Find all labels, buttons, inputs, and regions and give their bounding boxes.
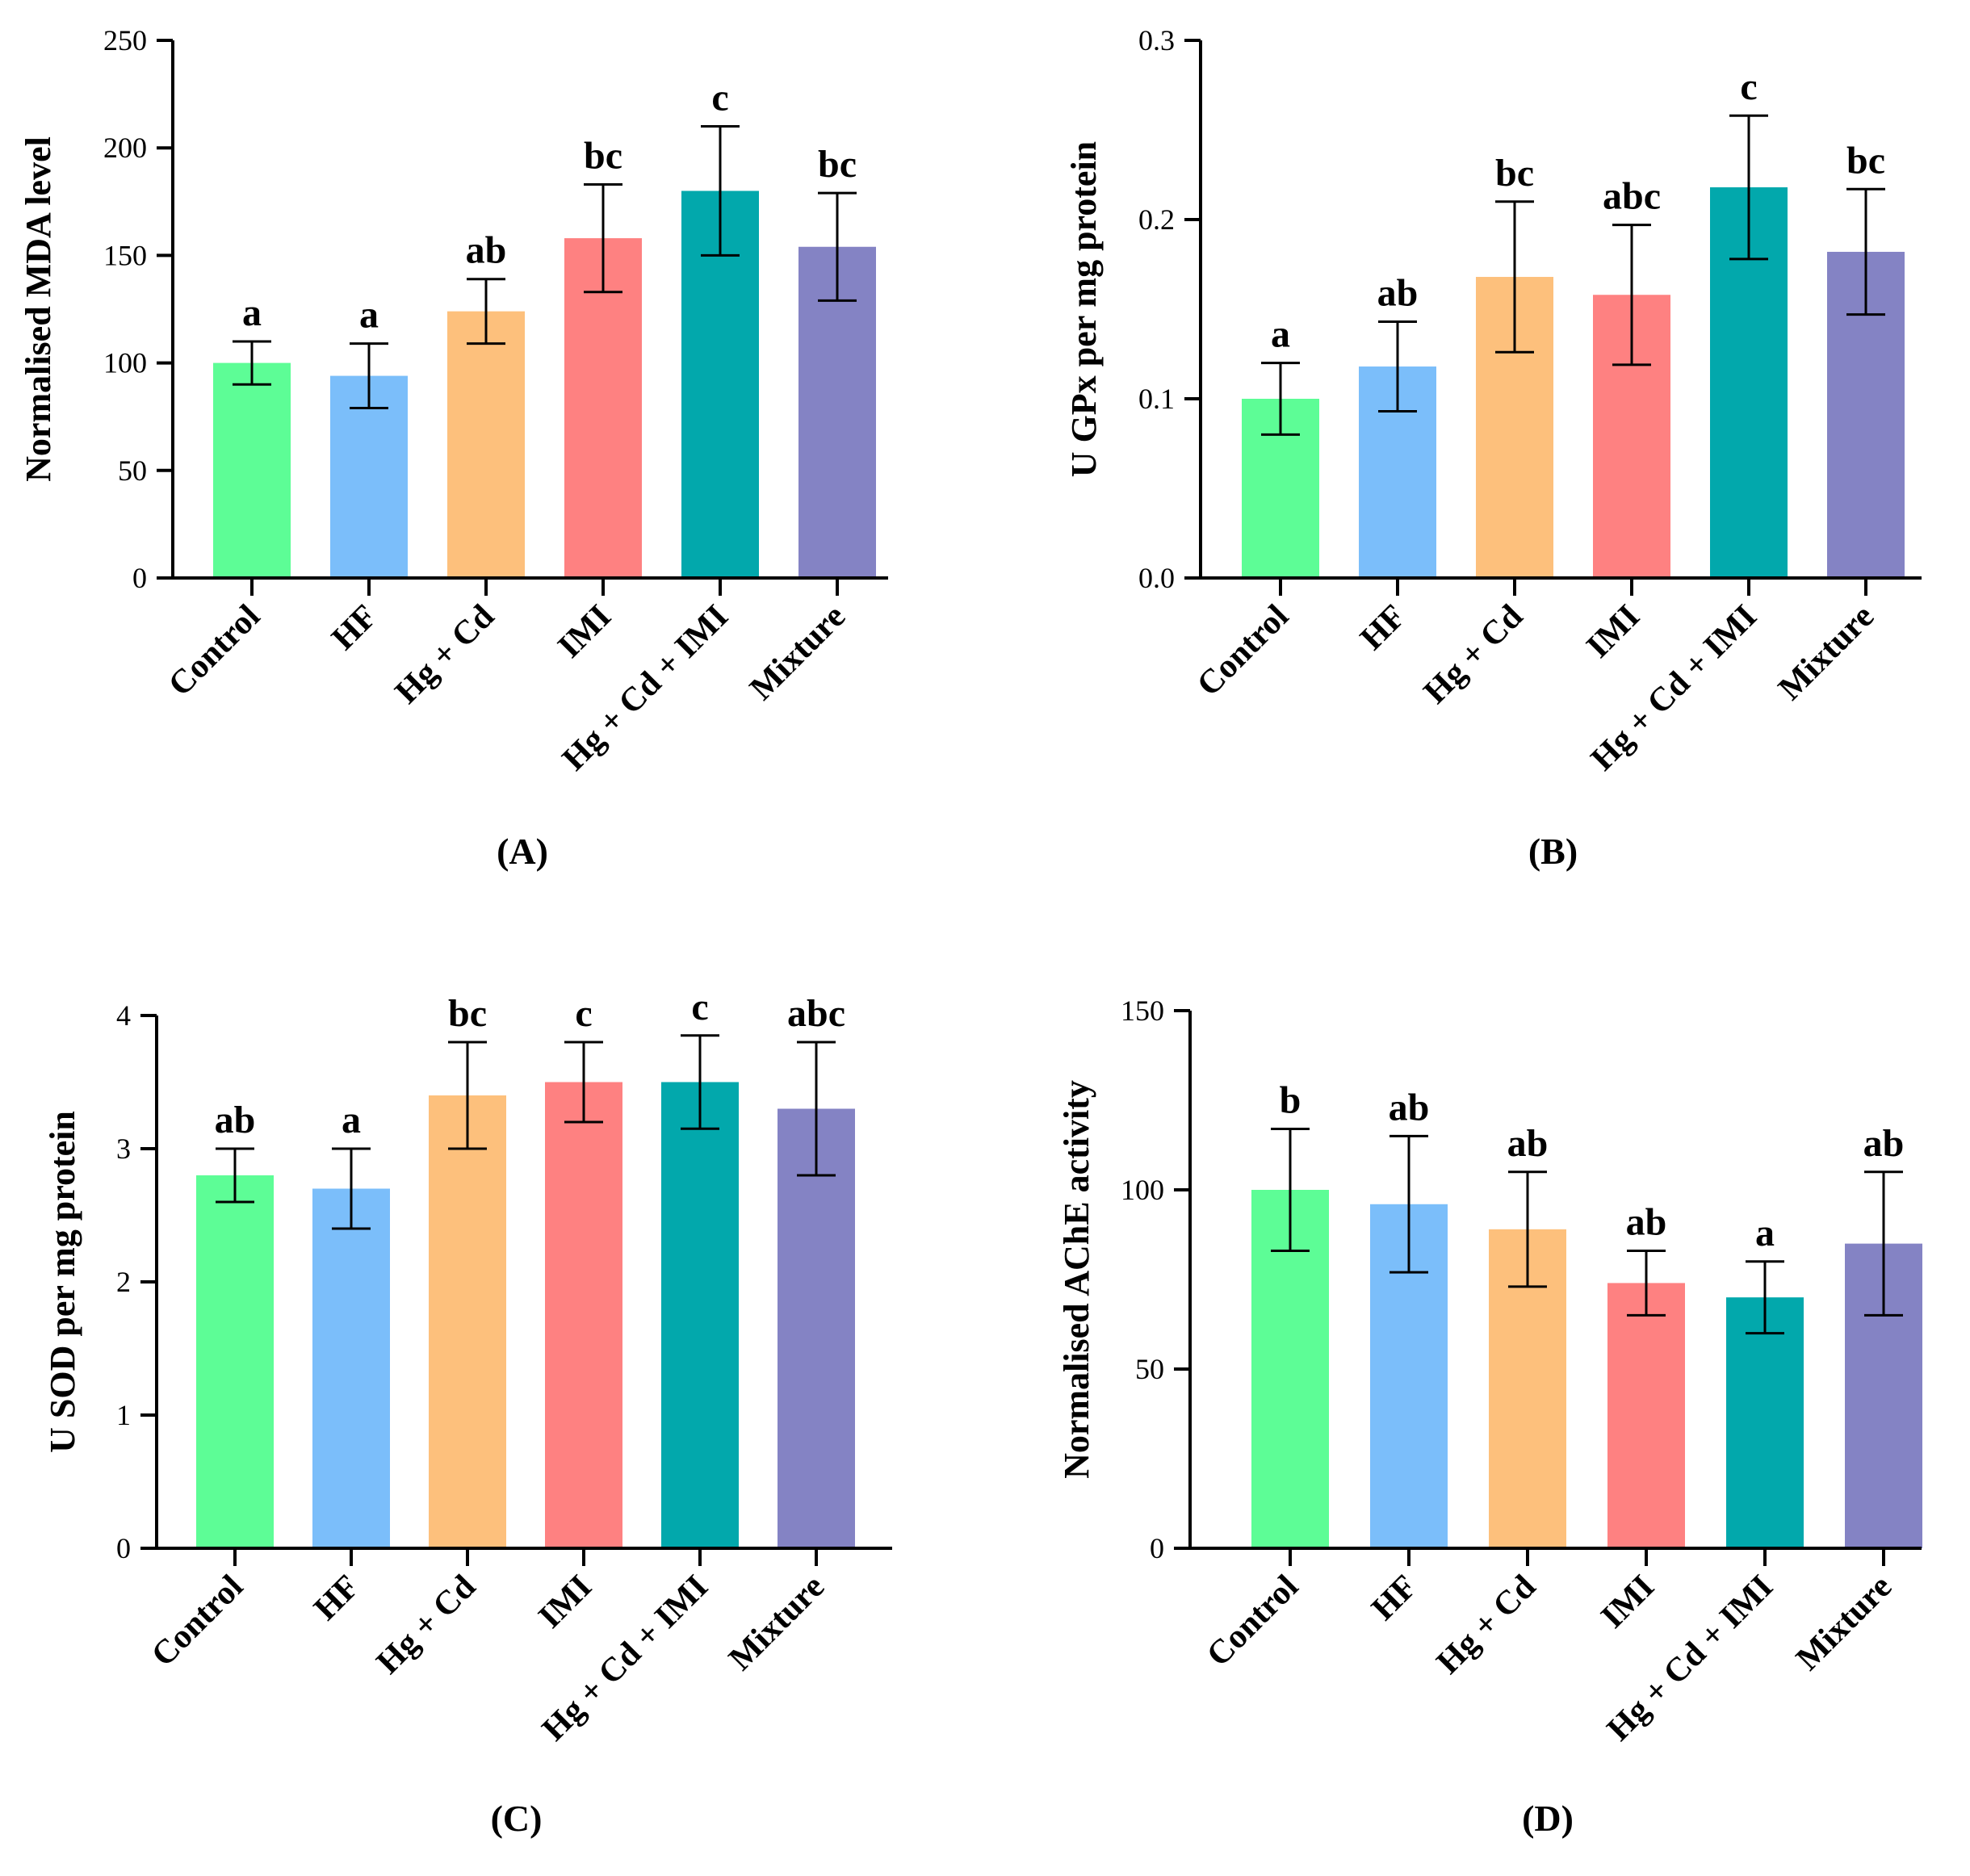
y-tick-label: 150 [1121,995,1164,1027]
bar [778,1108,855,1548]
significance-label: bc [1495,152,1534,195]
bar [330,375,408,578]
y-tick-label: 0 [116,1532,131,1564]
panel-label: (B) [1528,831,1578,872]
x-tick-label: Control [161,598,267,704]
x-tick-label: Mixture [1789,1568,1899,1678]
panel-label: (A) [497,831,548,872]
x-tick-label: Control [1200,1568,1306,1674]
significance-label: ab [1626,1200,1667,1243]
y-tick-label: 100 [1121,1174,1164,1206]
x-tick-label: HF [1364,1568,1424,1628]
bar [1607,1283,1685,1548]
x-tick-label: IMI [1594,1568,1662,1636]
y-tick-label: 0.3 [1138,24,1175,57]
y-tick-label: 1 [116,1399,131,1431]
x-tick-label: IMI [551,598,618,666]
significance-label: ab [1377,272,1419,315]
bar [429,1095,506,1548]
y-tick-label: 2 [116,1266,131,1298]
y-tick-label: 50 [1135,1353,1164,1385]
panel-label: (D) [1522,1798,1574,1839]
significance-label: bc [448,992,487,1035]
y-tick-label: 0 [132,562,147,594]
y-tick-label: 100 [103,347,147,379]
x-tick-label: Hg + Cd [370,1568,483,1681]
significance-label: bc [818,143,857,186]
significance-label: bc [1846,139,1885,182]
significance-label: a [342,1099,361,1141]
y-tick-label: 150 [103,239,147,271]
significance-label: bc [584,134,622,177]
significance-label: ab [215,1099,256,1141]
y-tick-label: 4 [116,999,131,1032]
bar [564,238,642,578]
y-tick-label: 0 [1150,1532,1164,1564]
x-tick-label: HF [325,598,384,658]
x-tick-label: Mixture [722,1568,832,1678]
bar [196,1175,274,1548]
x-tick-label: Hg + Cd [1430,1568,1543,1681]
significance-label: c [711,77,728,119]
significance-label: ab [1863,1122,1905,1165]
bar [798,246,876,578]
x-tick-label: Mixture [743,598,853,708]
y-tick-label: 200 [103,132,147,164]
panel-label: (C) [491,1798,543,1839]
y-axis-title: Normalised MDA level [19,136,58,482]
panel-b: a ab bc abc c bc 0.0 0.1 0.2 0.3 Control HF Hg + Cd I… [1064,24,1922,872]
y-tick-label: 0.0 [1138,562,1175,594]
significance-label: ab [1507,1122,1549,1165]
bar [213,362,291,578]
y-tick-label: 250 [103,24,147,57]
significance-label: c [1740,65,1757,108]
significance-label: abc [787,992,845,1035]
significance-label: a [1271,313,1290,356]
significance-label: b [1280,1079,1301,1122]
x-tick-label: HF [1353,598,1413,658]
x-tick-label: HF [307,1568,367,1628]
significance-label: ab [1389,1086,1430,1129]
significance-label: a [359,294,379,337]
bar [661,1082,739,1548]
y-tick-label: 0.1 [1138,383,1175,415]
x-tick-label: Hg + Cd [1417,598,1530,711]
significance-label: c [691,986,708,1028]
x-tick-label: IMI [531,1568,599,1636]
x-tick-label: Control [145,1568,250,1674]
bar [545,1082,622,1548]
y-axis-title: U GPx per mg protein [1064,141,1104,477]
bar [1726,1297,1804,1548]
y-tick-label: 0.2 [1138,203,1175,236]
y-axis-title: U SOD per mg protein [43,1111,82,1453]
significance-label: c [575,992,592,1035]
x-tick-label: IMI [1579,598,1647,666]
x-tick-label: Control [1190,598,1296,704]
bar [312,1188,390,1548]
x-tick-label: Mixture [1771,598,1881,708]
y-tick-label: 50 [118,454,147,487]
significance-label: abc [1603,175,1661,218]
x-tick-label: Hg + Cd [388,598,501,711]
y-tick-label: 3 [116,1133,131,1165]
significance-label: a [1755,1212,1775,1254]
significance-label: ab [466,229,507,272]
panel-a: a a ab bc c bc 0 50 100 150 200 250 Control HF Hg + Cd… [19,24,888,872]
bar [447,311,525,578]
y-axis-title: Normalised AChE activity [1057,1080,1096,1479]
significance-label: a [242,291,262,334]
